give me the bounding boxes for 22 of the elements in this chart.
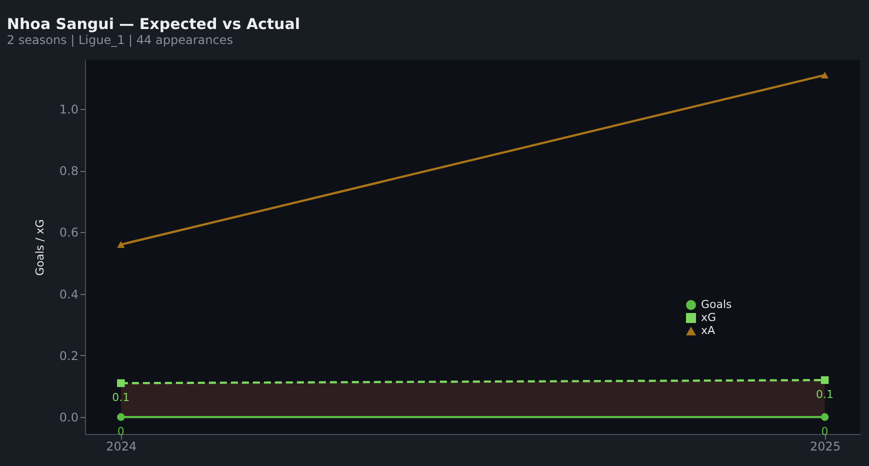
data-label: 0.1 xyxy=(816,388,834,402)
y-tick-label: 0.6 xyxy=(59,226,78,240)
data-label: 0 xyxy=(117,425,124,438)
point xyxy=(820,376,829,384)
y-axis-title: Goals / xG xyxy=(33,219,46,276)
chart-title: Nhoa Sangui — Expected vs Actual xyxy=(6,15,300,33)
data-label: 0.1 xyxy=(112,391,130,404)
legend-label: Goals xyxy=(701,298,732,311)
point xyxy=(117,379,125,388)
y-tick-label: 0.8 xyxy=(59,164,78,178)
y-tick-label: 0.0 xyxy=(59,410,78,425)
point xyxy=(117,413,125,421)
legend-label: xG xyxy=(701,311,716,324)
legend-label: xA xyxy=(701,324,716,337)
data-label: 0 xyxy=(821,425,828,438)
x-tick-label: 2025 xyxy=(810,440,841,454)
y-tick-label: 0.4 xyxy=(59,287,78,302)
chart-subtitle: 2 seasons | Ligue_1 | 44 appearances xyxy=(6,33,233,47)
x-tick-label: 2024 xyxy=(106,440,137,454)
y-tick-label: 0.2 xyxy=(59,348,78,363)
y-tick-label: 1.0 xyxy=(59,102,78,116)
point xyxy=(820,413,829,421)
